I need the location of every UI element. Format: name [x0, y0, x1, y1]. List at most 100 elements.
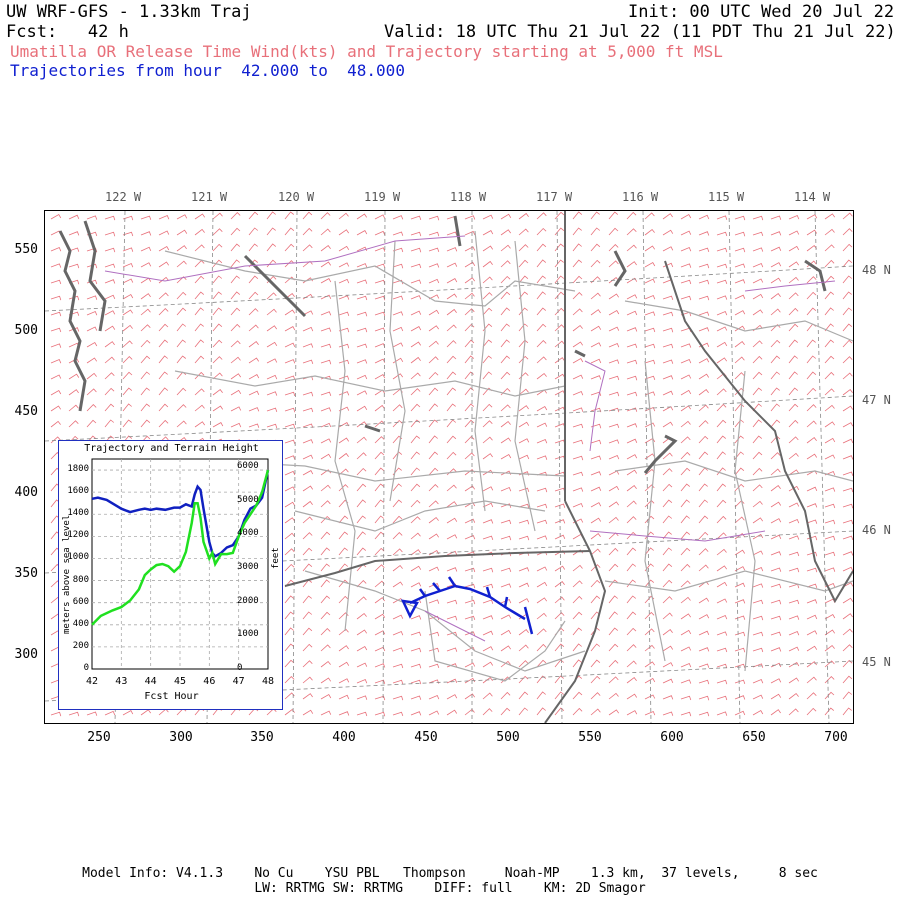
wind-barb [555, 708, 564, 715]
wind-barb [807, 292, 816, 299]
wind-barb [159, 421, 168, 428]
wind-barb [519, 260, 528, 267]
wind-barb [771, 232, 781, 236]
wind-barb [591, 359, 601, 363]
wind-barb [375, 375, 385, 379]
wind-barb [645, 263, 655, 268]
wind-barb [681, 614, 691, 619]
wind-barb [321, 439, 331, 443]
inset-y-left-tick: 200 [61, 641, 89, 651]
wind-barb [825, 389, 834, 395]
wind-barb [501, 340, 510, 347]
wind-barb [357, 647, 367, 652]
wind-barb [411, 436, 420, 443]
wind-barb [789, 277, 799, 283]
wind-barb [357, 696, 367, 700]
inset-x-tick: 48 [258, 676, 278, 687]
wind-barb [807, 246, 817, 251]
wind-barb [591, 549, 600, 555]
wind-barb [249, 424, 259, 428]
wind-barb [357, 532, 366, 539]
wind-barb [105, 280, 115, 284]
wind-barb [771, 278, 781, 283]
wind-barb [825, 405, 835, 411]
wind-barb [555, 308, 564, 315]
wind-barb [753, 310, 763, 315]
wind-barb [141, 372, 150, 379]
wind-barb [159, 216, 169, 220]
wind-barb [627, 392, 637, 396]
wind-barb [627, 212, 636, 219]
wind-barb [429, 264, 439, 268]
wind-barb [51, 215, 61, 220]
wind-barb [591, 487, 601, 491]
lat-label: 48 N [862, 263, 891, 277]
wind-barb [231, 292, 240, 299]
wind-barb [123, 388, 132, 395]
wind-barb [537, 292, 546, 299]
wind-barb [681, 516, 690, 523]
wind-barb [681, 375, 691, 379]
wind-barb [825, 677, 834, 683]
wind-barb [771, 356, 780, 363]
wind-barb [357, 500, 366, 507]
wind-barb [267, 309, 277, 315]
wind-barb [573, 293, 582, 299]
wind-barb [573, 392, 583, 396]
wind-barb [267, 375, 277, 379]
wind-barb [843, 692, 852, 699]
wind-barb [717, 436, 726, 443]
wind-barb [303, 455, 313, 459]
wind-barb [843, 504, 853, 508]
wind-barb [681, 484, 690, 491]
wind-barb [699, 421, 708, 427]
wind-barb [771, 340, 780, 347]
wind-barb [501, 422, 511, 428]
wind-barb [663, 564, 672, 571]
wind-barb [303, 212, 312, 219]
wind-barb [159, 356, 168, 363]
wind-barb [393, 533, 402, 539]
wind-barb [789, 503, 799, 507]
wind-barb [321, 360, 331, 364]
wind-barb [537, 582, 547, 587]
wind-barb [807, 536, 817, 540]
wind-barb [735, 264, 745, 268]
wind-barb [303, 628, 312, 635]
wind-barb [807, 677, 817, 683]
wind-barb [195, 356, 204, 363]
wind-barb [717, 327, 727, 331]
wind-barb [555, 341, 565, 347]
wind-barb [573, 644, 582, 651]
wind-barb [465, 536, 475, 540]
wind-barb [357, 453, 366, 459]
wind-barb [771, 632, 781, 636]
wind-barb [105, 326, 115, 331]
wind-barb [717, 389, 726, 395]
wind-barb [555, 276, 564, 283]
wind-barb [411, 500, 420, 507]
wind-barb [843, 276, 852, 283]
wind-barb [663, 312, 673, 316]
wind-barb [843, 676, 852, 683]
wind-barb [699, 452, 708, 459]
wind-barb [789, 324, 798, 331]
wind-barb [321, 295, 331, 299]
wind-barb [843, 292, 852, 299]
wind-barb [339, 532, 348, 539]
wind-barb [213, 213, 223, 219]
wind-barb [105, 388, 114, 395]
wind-barb [339, 213, 349, 219]
wind-barb [501, 455, 511, 460]
wind-barb [627, 424, 637, 428]
wind-barb [465, 404, 474, 411]
wind-barb [789, 552, 799, 556]
wind-barb [87, 389, 96, 395]
wind-barb [69, 264, 79, 268]
wind-barb [285, 518, 295, 523]
wind-barb [663, 646, 673, 651]
wind-barb [573, 244, 582, 251]
y-tick-label: 400 [8, 485, 38, 500]
wind-barb [699, 280, 709, 284]
wind-barb [681, 360, 691, 364]
